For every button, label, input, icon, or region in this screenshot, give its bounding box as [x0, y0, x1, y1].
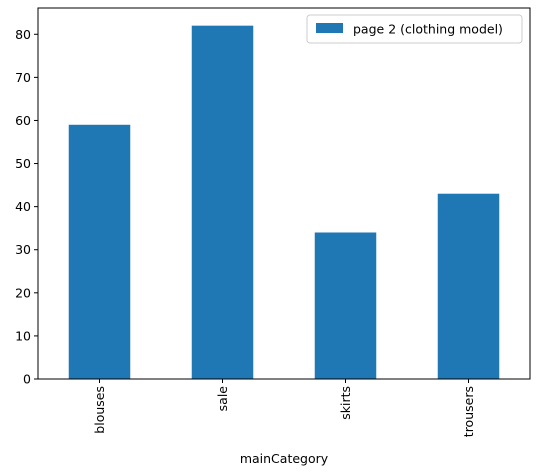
bar-sale	[191, 25, 254, 380]
x-tick-label-blouses: blouses	[92, 386, 107, 434]
bar-skirts	[314, 232, 377, 379]
bars-group	[68, 25, 500, 380]
y-tick-label-30: 30	[15, 242, 31, 257]
x-axis-label: mainCategory	[240, 451, 329, 466]
y-tick-label-40: 40	[15, 199, 31, 214]
legend-swatch	[316, 23, 343, 33]
bar-blouses	[68, 124, 131, 379]
legend-label: page 2 (clothing model)	[353, 22, 503, 37]
bar-trousers	[437, 193, 500, 379]
y-tick-label-80: 80	[15, 27, 31, 42]
x-axis: blouses sale skirts trousers	[92, 379, 476, 437]
plot-frame	[37, 7, 531, 380]
y-tick-label-0: 0	[23, 372, 31, 387]
x-tick-label-trousers: trousers	[461, 386, 476, 437]
x-tick-label-sale: sale	[215, 386, 230, 412]
x-tick-label-skirts: skirts	[338, 386, 353, 420]
legend: page 2 (clothing model)	[306, 14, 523, 44]
legend-box	[306, 14, 523, 44]
y-axis: 0 10 20 30 40 50 60 70 80	[15, 27, 38, 387]
y-tick-label-50: 50	[15, 156, 31, 171]
y-tick-label-10: 10	[15, 328, 31, 343]
y-tick-label-60: 60	[15, 113, 31, 128]
y-tick-label-70: 70	[15, 70, 31, 85]
y-tick-label-20: 20	[15, 285, 31, 300]
